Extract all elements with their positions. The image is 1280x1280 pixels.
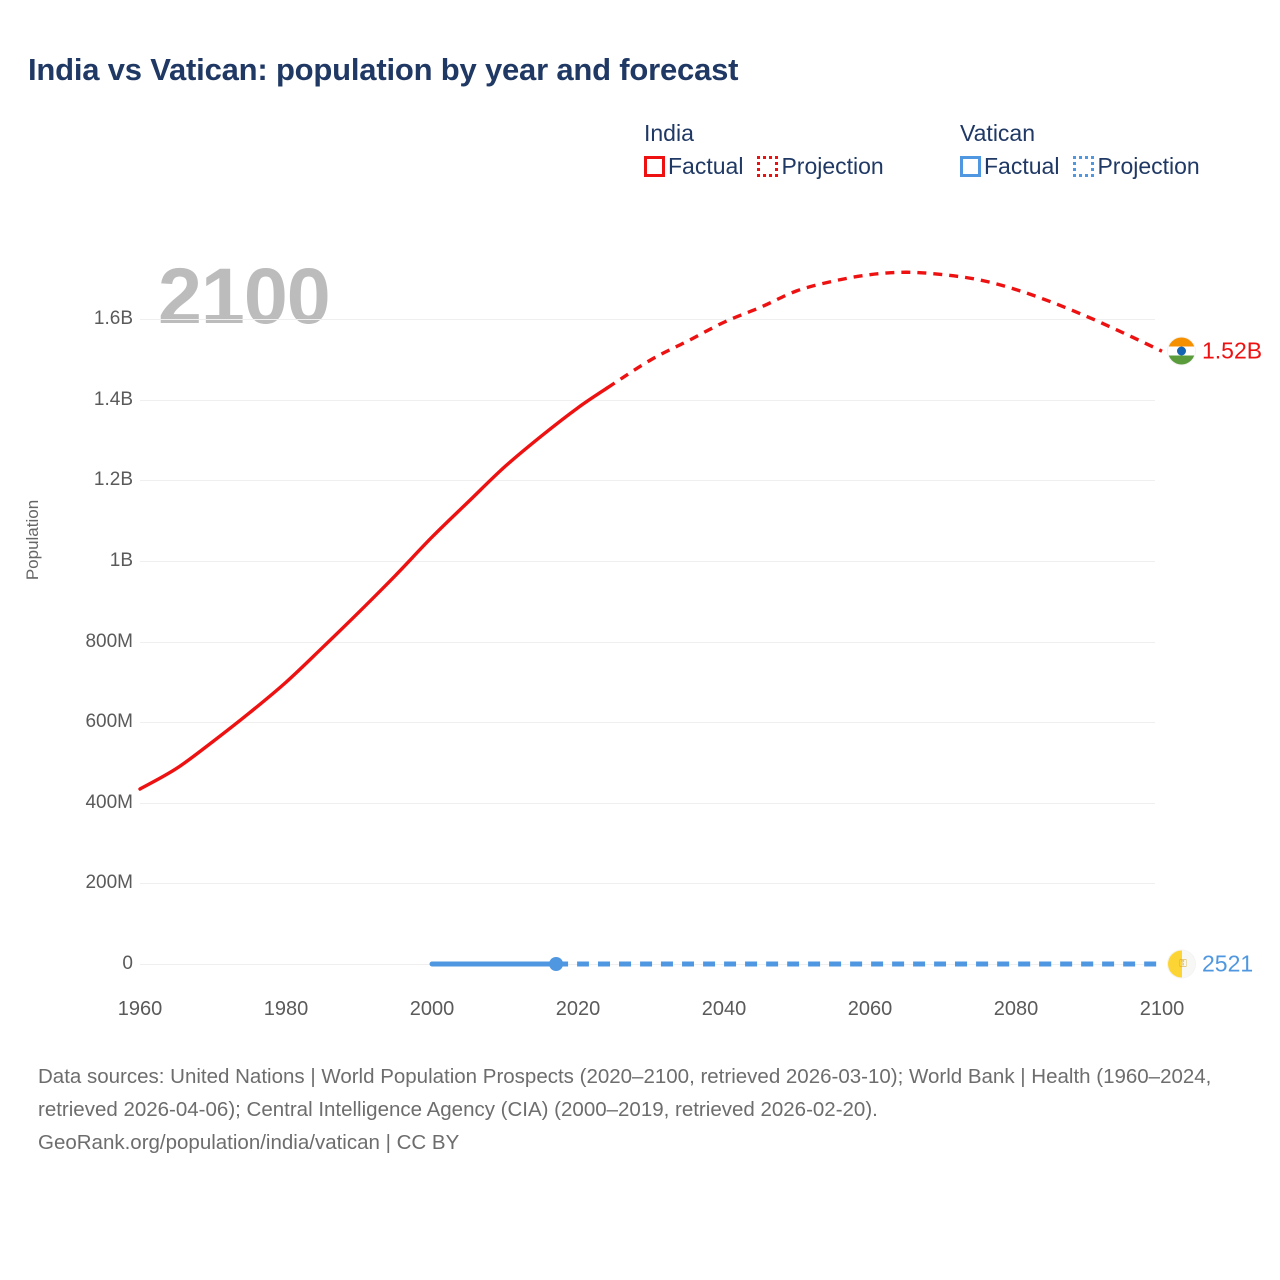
vatican-flag-icon: ⚿ [1168, 950, 1195, 978]
y-axis-tick-label: 1B [109, 549, 133, 571]
series-point-marker-vatican [549, 956, 564, 971]
legend-group-title-vatican: Vatican [960, 120, 1036, 146]
gridline [140, 641, 1155, 643]
chart-legend: India Factual Projection Vatican Factual [640, 120, 1260, 200]
y-axis-tick-label: 400M [85, 791, 133, 813]
legend-label-india-factual: Factual [668, 153, 744, 179]
legend-item-vatican-factual[interactable]: Factual [960, 153, 1059, 180]
gridline [140, 480, 1155, 482]
x-axis-tick-label: 2040 [701, 998, 747, 1020]
y-axis-tick-label: 600M [85, 711, 133, 733]
end-marker-vatican: ⚿ 2521 [1168, 950, 1254, 978]
y-axis-tick-label: 0 [122, 953, 133, 974]
legend-swatch-solid-icon [960, 156, 981, 177]
series-line-factual-india [138, 386, 609, 791]
x-axis-tick-label: 2020 [555, 998, 601, 1020]
footer-data-sources: Data sources: United Nations | World Pop… [38, 1065, 1212, 1122]
year-watermark: 2100 [158, 251, 331, 340]
end-value-vatican: 2521 [1202, 950, 1254, 977]
x-axis-tick-label: 2100 [1139, 998, 1185, 1020]
x-axis-tick-label: 2000 [409, 998, 455, 1020]
y-axis-tick-label: 1.2B [93, 469, 133, 491]
legend-group-vatican: Vatican Factual Projection [960, 120, 1200, 180]
legend-swatch-dotted-icon [757, 156, 779, 177]
end-value-india: 1.52B [1202, 337, 1263, 364]
footer-credit[interactable]: GeoRank.org/population/india/vatican | C… [38, 1131, 460, 1155]
legend-label-vatican-projection: Projection [1097, 153, 1200, 179]
series-line-projection-india [606, 270, 1163, 390]
page-title: India vs Vatican: population by year and… [28, 52, 739, 87]
x-axis-tick-label: 2060 [847, 998, 893, 1020]
y-axis-tick-label: 1.4B [93, 388, 133, 410]
gridline [140, 802, 1155, 804]
legend-row-vatican: Factual Projection [960, 153, 1200, 180]
x-axis-tick-label: 1980 [263, 998, 309, 1020]
legend-label-india-projection: Projection [781, 153, 884, 179]
series-lines [138, 270, 1163, 971]
footer: Data sources: United Nations | World Pop… [38, 1060, 1228, 1160]
gridline [140, 399, 1155, 401]
india-flag-icon [1168, 337, 1195, 365]
legend-row-india: Factual Projection [644, 153, 884, 180]
legend-swatch-solid-icon [644, 156, 665, 177]
legend-item-india-factual[interactable]: Factual [644, 153, 743, 180]
legend-group-india: India Factual Projection [644, 120, 884, 180]
legend-item-india-projection[interactable]: Projection [757, 153, 884, 180]
gridline [140, 722, 1155, 724]
gridline [140, 319, 1155, 320]
x-axis-tick-label: 1960 [117, 998, 163, 1020]
chart-plot-area: 2100 Population 0 200M 400M 600M 800M 1B 1.2B 1… [23, 251, 1263, 1020]
y-axis-tick-label: 200M [85, 872, 133, 894]
x-axis-tick-label: 2080 [993, 998, 1039, 1020]
legend-item-vatican-projection[interactable]: Projection [1073, 153, 1200, 180]
gridline [140, 883, 1155, 885]
legend-group-title-india: India [644, 120, 694, 146]
gridline [140, 560, 1155, 562]
legend-label-vatican-factual: Factual [984, 153, 1060, 179]
y-axis-tick-label: 800M [85, 630, 133, 652]
y-axis-tick-label: 1.6B [93, 308, 133, 329]
legend-swatch-dotted-icon [1073, 156, 1095, 177]
end-marker-india: 1.52B [1168, 337, 1263, 365]
